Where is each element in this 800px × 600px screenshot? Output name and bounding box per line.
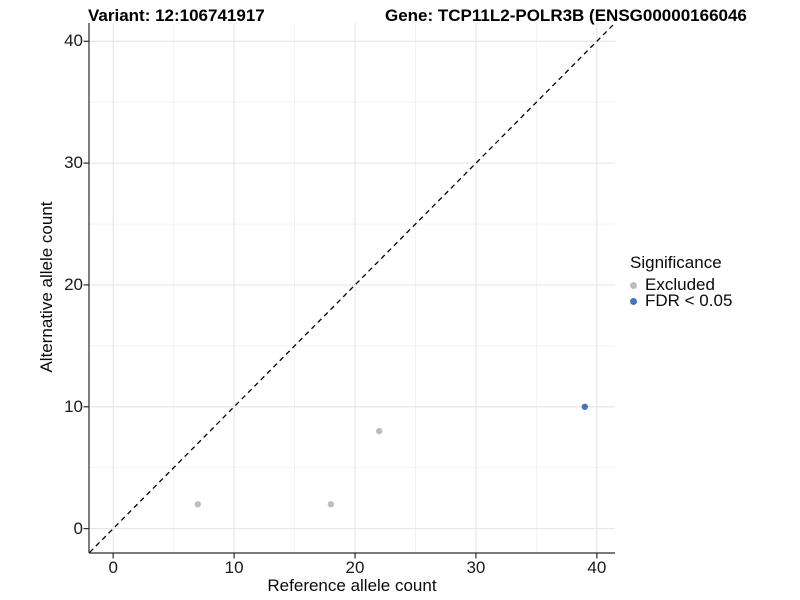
y-tick-label: 10 bbox=[64, 396, 83, 416]
legend-item-label: FDR < 0.05 bbox=[645, 291, 733, 310]
x-tick-label: 20 bbox=[345, 558, 365, 577]
y-tick-label: 20 bbox=[64, 274, 83, 294]
data-point bbox=[194, 501, 202, 508]
legend-item-label: Excluded bbox=[645, 275, 715, 294]
identity-dashed-line bbox=[89, 23, 615, 553]
legend: Significance Excluded FDR < 0.05 bbox=[630, 252, 732, 309]
variant-title: Variant: 12:106741917 bbox=[88, 6, 265, 25]
x-tick-label: 30 bbox=[466, 558, 486, 577]
legend-title: Significance bbox=[630, 253, 722, 272]
legend-item-fdr: FDR < 0.05 bbox=[630, 291, 733, 310]
x-axis-title-wrap: Reference allele count bbox=[89, 576, 615, 596]
data-point bbox=[376, 427, 383, 435]
excluded-dot-icon bbox=[630, 281, 637, 289]
y-tick-label: 0 bbox=[73, 518, 83, 538]
legend-items: Excluded FDR < 0.05 bbox=[630, 275, 733, 310]
x-tick-label: 40 bbox=[587, 558, 607, 577]
y-tick-label: 40 bbox=[64, 31, 83, 51]
fdr-dot-icon bbox=[630, 297, 637, 305]
x-axis-title: Reference allele count bbox=[267, 576, 437, 595]
x-tick-label: 0 bbox=[108, 558, 118, 577]
y-tick-label: 30 bbox=[64, 153, 83, 173]
gene-title: Gene: TCP11L2-POLR3B (ENSG00000166046 bbox=[385, 6, 747, 25]
x-tick-label: 10 bbox=[224, 558, 244, 577]
data-point bbox=[581, 403, 588, 410]
data-point bbox=[327, 501, 335, 508]
legend-item-excluded: Excluded bbox=[630, 275, 732, 294]
